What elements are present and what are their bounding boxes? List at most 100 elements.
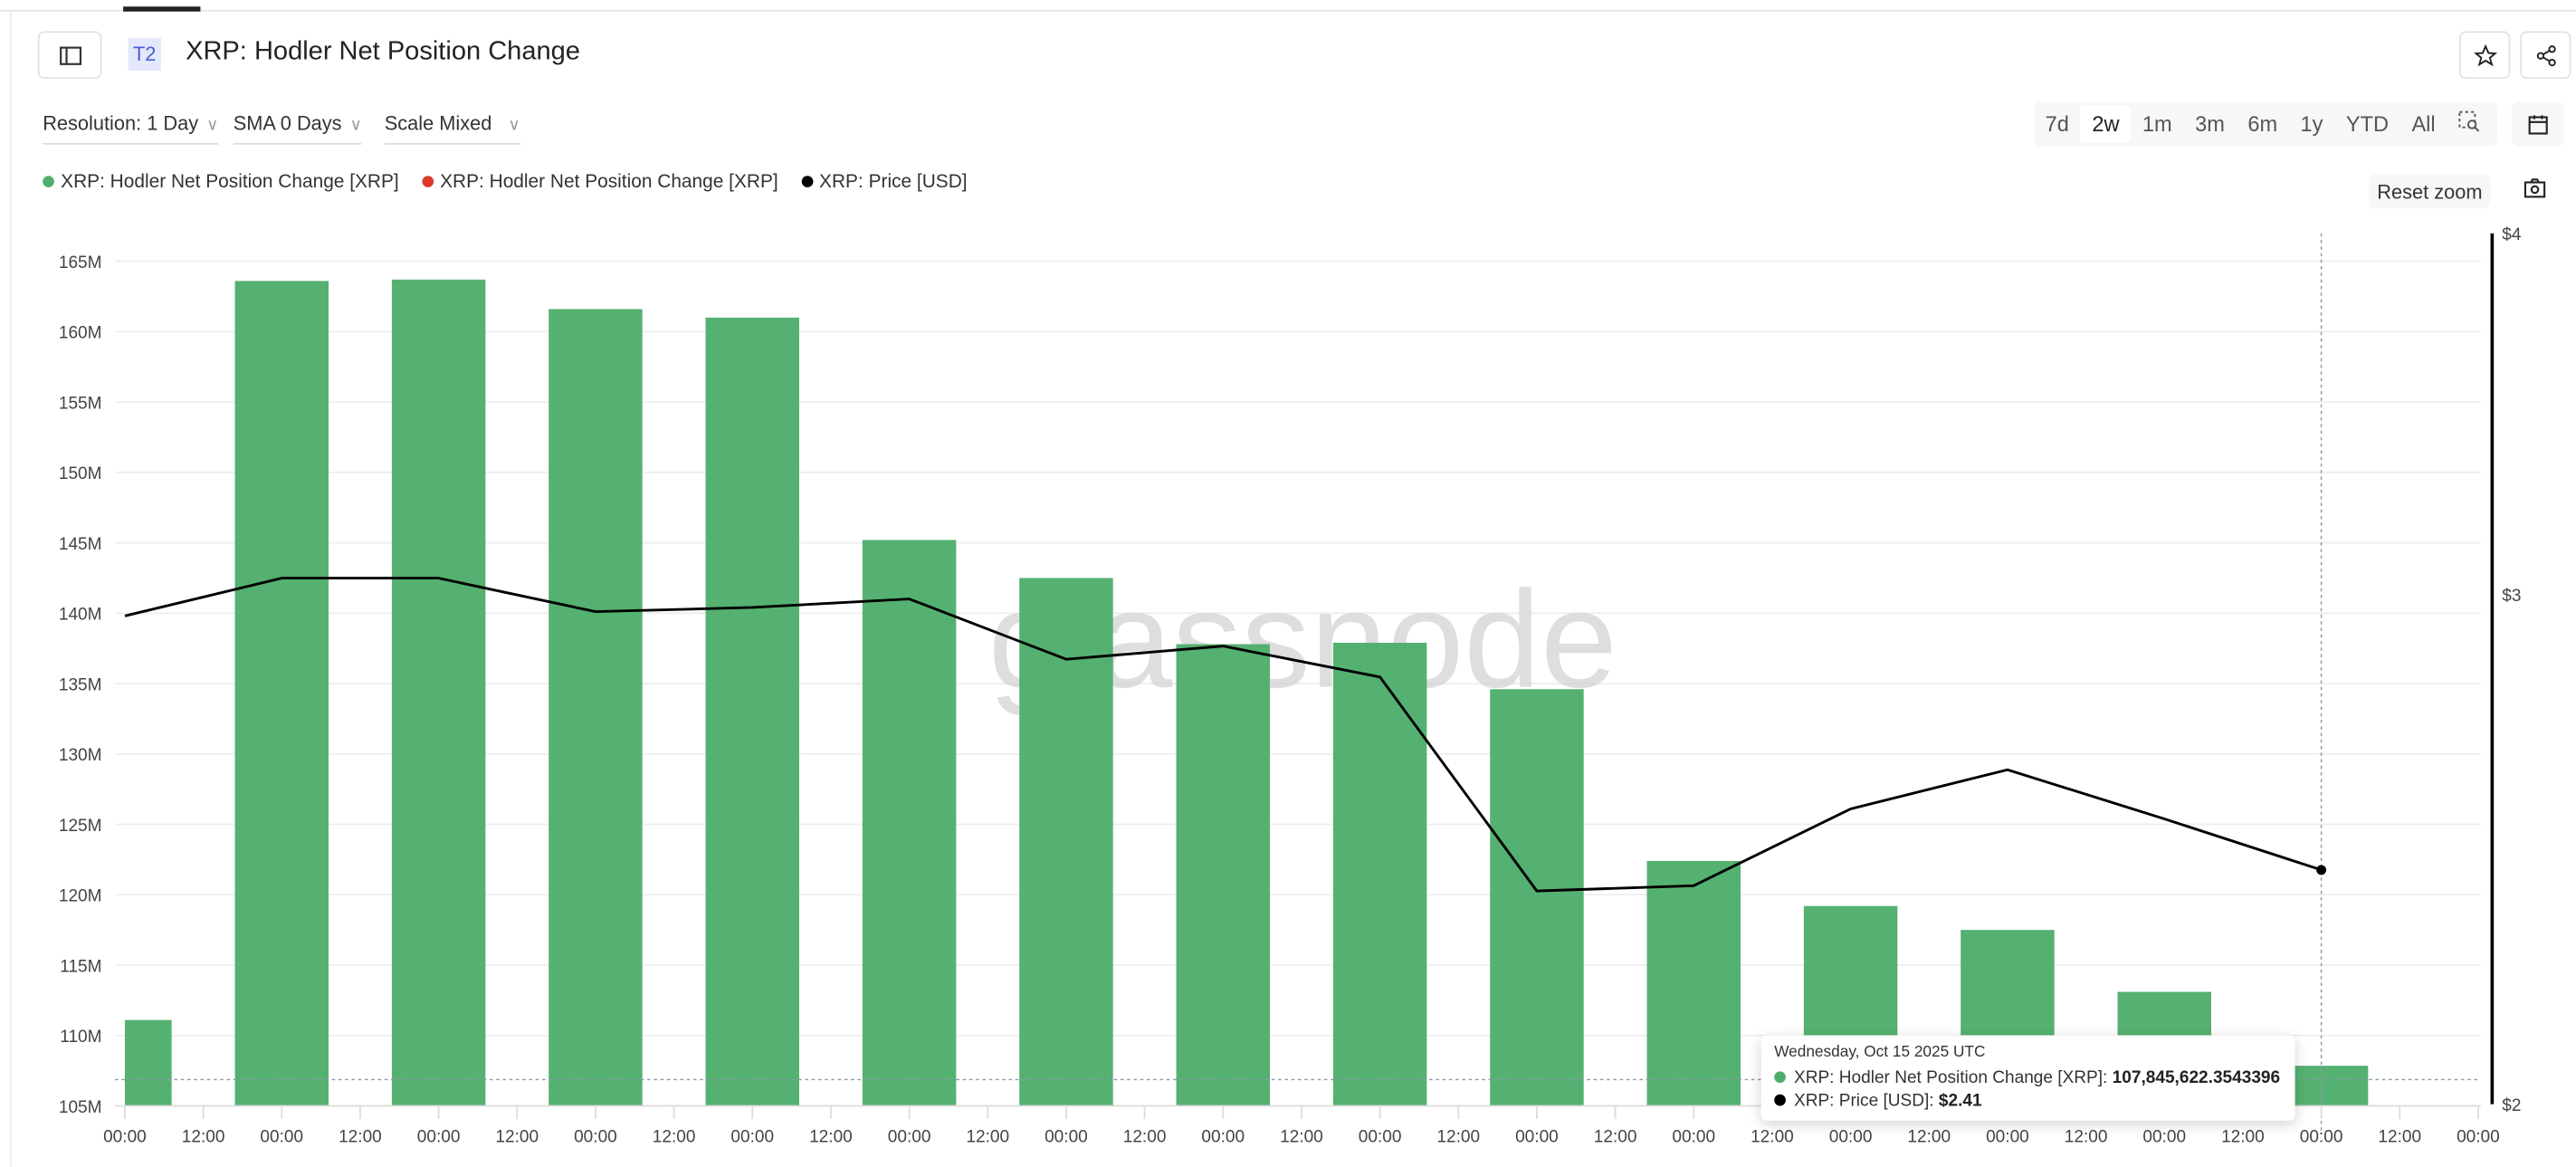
favorite-button[interactable] (2459, 31, 2511, 80)
chevron-down-icon: ∨ (206, 116, 219, 135)
x-tick-label: 12:00 (1594, 1127, 1637, 1146)
tooltip-label: XRP: Price [USD]: (1793, 1091, 1939, 1111)
x-tick-label: 00:00 (260, 1127, 303, 1146)
bar-2025-10-07 (1019, 578, 1113, 1106)
tooltip-row-net-position: XRP: Hodler Net Position Change [XRP]: 1… (1774, 1068, 2282, 1088)
x-tick-label: 12:00 (1751, 1127, 1794, 1146)
x-tick-label: 00:00 (1045, 1127, 1088, 1146)
resolution-dropdown[interactable]: Resolution: 1 Day ∨ (43, 111, 219, 145)
sidebar-icon (59, 45, 81, 64)
y-left-tick-label: 105M (59, 1098, 102, 1117)
y-left-tick-label: 110M (60, 1028, 101, 1047)
y-left-tick-label: 155M (59, 394, 102, 413)
x-tick-label: 12:00 (1123, 1127, 1167, 1146)
range-selector: 7d 2w 1m 3m 6m 1y YTD All (2033, 101, 2497, 147)
y-right-tick-label: $2 (2502, 1096, 2521, 1115)
zoom-select-button[interactable] (2447, 103, 2493, 144)
y-right-tick-label: $4 (2502, 225, 2522, 244)
bar-2025-10-11 (1646, 860, 1741, 1106)
x-tick-label: 00:00 (730, 1127, 774, 1146)
legend-dot-icon (422, 177, 434, 188)
x-tick-label: 00:00 (1359, 1127, 1402, 1146)
x-tick-label: 12:00 (495, 1127, 539, 1146)
legend-dot-icon (43, 177, 54, 188)
x-tick-label: 00:00 (1672, 1127, 1715, 1146)
y-left-tick-label: 140M (59, 606, 102, 625)
tooltip-date: Wednesday, Oct 15 2025 UTC (1774, 1043, 1986, 1062)
star-icon (2473, 43, 2496, 66)
x-tick-label: 12:00 (182, 1127, 225, 1146)
bar-2025-10-09 (1332, 642, 1427, 1106)
sma-value: SMA 0 Days (233, 111, 342, 135)
x-tick-label: 12:00 (1907, 1127, 1951, 1146)
x-tick-label: 00:00 (574, 1127, 617, 1146)
range-1y[interactable]: 1y (2300, 111, 2323, 137)
bar-2025-10-06 (862, 540, 957, 1106)
y-left-tick-label: 130M (59, 746, 102, 765)
tooltip-row-price: XRP: Price [USD]: $2.41 (1774, 1091, 2282, 1111)
x-tick-label: 12:00 (1280, 1127, 1323, 1146)
reset-zoom-button[interactable]: Reset zoom (2369, 174, 2491, 209)
x-tick-label: 00:00 (888, 1127, 931, 1146)
tooltip-value: 107,845,622.3543396 (2112, 1067, 2281, 1088)
zoom-select-icon (2459, 110, 2481, 132)
legend-item[interactable]: XRP: Hodler Net Position Change [XRP] (43, 173, 399, 192)
y-left-tick-label: 165M (59, 253, 102, 273)
x-tick-label: 12:00 (2378, 1127, 2421, 1146)
range-2w[interactable]: 2w (2080, 105, 2132, 143)
x-tick-label: 00:00 (1515, 1127, 1559, 1146)
x-tick-label: 12:00 (2221, 1127, 2265, 1146)
chart-legend: XRP: Hodler Net Position Change [XRP] XRP… (43, 172, 968, 193)
y-left-tick-label: 120M (59, 887, 102, 906)
active-tab-indicator (123, 6, 201, 12)
x-tick-label: 00:00 (2300, 1127, 2343, 1146)
legend-dot-icon (801, 177, 813, 188)
x-tick-label: 12:00 (653, 1127, 696, 1146)
left-divider (9, 11, 12, 1167)
range-ytd[interactable]: YTD (2345, 111, 2390, 137)
x-tick-label: 00:00 (2142, 1127, 2186, 1146)
price-line (124, 577, 2323, 893)
legend-label: XRP: Hodler Net Position Change [XRP] (440, 172, 778, 193)
legend-item[interactable]: XRP: Hodler Net Position Change [XRP] (422, 172, 778, 193)
date-picker-button[interactable] (2512, 101, 2565, 147)
range-1m[interactable]: 1m (2142, 111, 2172, 137)
range-3m[interactable]: 3m (2195, 111, 2225, 137)
page-title: XRP: Hodler Net Position Change (186, 37, 580, 66)
scale-dropdown[interactable]: Scale Mixed ∨ (384, 111, 520, 145)
share-button[interactable] (2520, 31, 2571, 80)
x-tick-label: 12:00 (809, 1127, 853, 1146)
bar-2025-10-05 (705, 317, 799, 1106)
x-tick-label: 12:00 (339, 1127, 382, 1146)
y-left-tick-label: 125M (59, 817, 102, 836)
legend-item[interactable]: XRP: Price [USD] (801, 173, 968, 192)
share-icon (2535, 44, 2555, 66)
y-left-tick-label: 135M (59, 675, 102, 694)
y-left-tick-label: 160M (59, 324, 102, 343)
tier-badge: T2 (128, 37, 161, 72)
chevron-down-icon: ∨ (349, 116, 362, 135)
range-7d[interactable]: 7d (2045, 111, 2069, 137)
y-left-tick-label: 150M (59, 464, 102, 483)
x-tick-label: 00:00 (1986, 1127, 2029, 1146)
y-left-tick-label: 115M (60, 957, 101, 976)
top-divider (0, 9, 2576, 12)
x-tick-label: 00:00 (2457, 1127, 2500, 1146)
range-all[interactable]: All (2411, 111, 2436, 137)
x-tick-label: 00:00 (103, 1127, 147, 1146)
sma-dropdown[interactable]: SMA 0 Days ∨ (233, 111, 362, 145)
tooltip-label: XRP: Hodler Net Position Change [XRP]: (1793, 1067, 2113, 1088)
bar-2025-10-08 (1176, 644, 1270, 1106)
screenshot-button[interactable] (2524, 177, 2546, 207)
x-tick-label: 00:00 (1829, 1127, 1873, 1146)
range-6m[interactable]: 6m (2247, 111, 2278, 137)
green-dot-icon (1774, 1071, 1786, 1084)
x-tick-label: 12:00 (966, 1127, 1009, 1146)
x-tick-label: 12:00 (2065, 1127, 2108, 1146)
tooltip-value: $2.41 (1938, 1091, 1982, 1111)
toggle-sidebar-button[interactable] (37, 31, 102, 80)
price-point-2025-10-15 (2316, 865, 2327, 875)
bar-2025-10-02 (234, 281, 329, 1106)
